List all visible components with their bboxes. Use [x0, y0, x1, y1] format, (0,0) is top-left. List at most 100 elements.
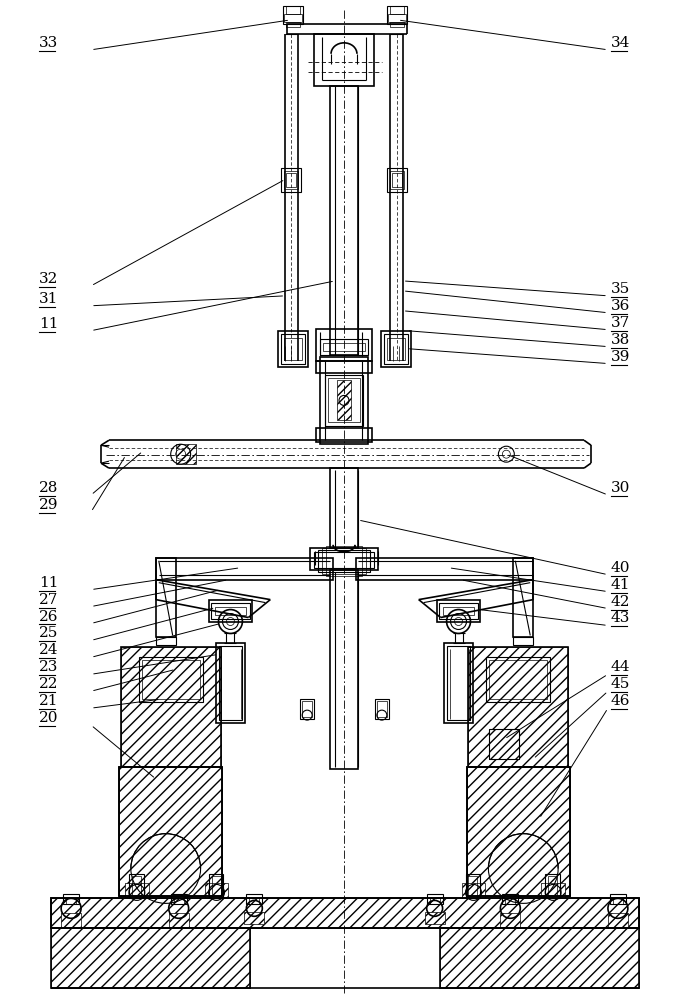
Bar — [286, 22, 300, 27]
Text: 40: 40 — [611, 561, 630, 575]
Bar — [439, 603, 478, 619]
Bar — [322, 548, 366, 574]
Bar — [489, 729, 520, 759]
Bar — [247, 894, 263, 904]
Bar — [286, 173, 296, 187]
Bar — [249, 898, 259, 904]
Bar — [610, 894, 626, 904]
Bar — [440, 928, 639, 988]
Bar — [437, 600, 480, 622]
Bar — [300, 699, 314, 719]
Bar — [66, 898, 76, 904]
Bar — [285, 14, 302, 22]
Bar — [125, 883, 149, 898]
Bar — [390, 22, 404, 27]
Bar — [469, 647, 568, 767]
Bar — [214, 607, 247, 615]
Bar — [502, 894, 518, 904]
Bar — [548, 876, 557, 896]
Text: 41: 41 — [611, 578, 630, 592]
Bar — [119, 767, 223, 896]
Text: 26: 26 — [39, 610, 59, 624]
Text: 38: 38 — [611, 333, 630, 347]
Bar — [285, 171, 298, 189]
Bar — [444, 643, 473, 723]
Bar — [330, 570, 358, 769]
Bar — [176, 444, 196, 464]
Text: 25: 25 — [39, 626, 59, 640]
Bar — [541, 883, 565, 898]
Text: 42: 42 — [611, 595, 630, 609]
Bar — [121, 647, 220, 767]
Bar — [132, 876, 141, 896]
Text: 36: 36 — [611, 299, 630, 313]
Bar — [216, 643, 245, 723]
Bar — [387, 338, 404, 360]
Bar — [326, 546, 362, 576]
Bar — [356, 558, 533, 580]
Bar — [388, 14, 406, 22]
Bar — [310, 548, 378, 570]
Bar — [281, 168, 301, 192]
Text: 24: 24 — [39, 643, 59, 657]
Text: 43: 43 — [611, 611, 630, 625]
Text: 22: 22 — [39, 677, 59, 691]
Bar — [323, 343, 365, 351]
Text: 30: 30 — [611, 481, 630, 495]
Bar — [283, 6, 303, 24]
Bar — [316, 329, 372, 361]
Bar — [513, 637, 533, 645]
Bar — [387, 6, 407, 24]
Text: 44: 44 — [611, 660, 630, 674]
Bar — [156, 637, 176, 645]
Bar — [330, 468, 358, 548]
Bar — [51, 928, 250, 988]
Bar — [169, 913, 189, 928]
Text: 37: 37 — [611, 316, 630, 330]
Bar — [325, 375, 363, 426]
Bar — [500, 913, 520, 928]
Text: 11: 11 — [39, 317, 59, 331]
Bar — [316, 428, 372, 442]
Bar — [156, 558, 333, 580]
Bar — [318, 550, 370, 572]
Bar — [328, 378, 360, 422]
Bar — [375, 699, 389, 719]
Text: 20: 20 — [39, 711, 59, 725]
Bar — [285, 338, 302, 360]
Text: 31: 31 — [39, 292, 59, 306]
Bar — [430, 898, 440, 904]
Text: 29: 29 — [39, 498, 59, 512]
Bar — [489, 660, 547, 699]
Bar — [462, 883, 486, 898]
Bar — [314, 552, 374, 568]
Bar — [390, 171, 404, 189]
Text: 23: 23 — [39, 660, 59, 674]
Bar — [281, 334, 305, 364]
Bar — [390, 6, 404, 14]
Bar — [51, 928, 250, 988]
Bar — [446, 646, 471, 720]
Bar — [209, 600, 252, 622]
Bar — [245, 912, 265, 924]
Bar — [424, 912, 444, 924]
Bar — [545, 874, 560, 898]
Bar — [119, 767, 223, 896]
Bar — [377, 701, 387, 717]
Text: 45: 45 — [611, 677, 630, 691]
Bar — [119, 767, 223, 896]
Bar — [381, 331, 411, 367]
Bar — [337, 380, 351, 420]
Bar — [218, 646, 243, 720]
Bar — [466, 874, 480, 898]
Bar — [302, 701, 312, 717]
Bar — [278, 331, 308, 367]
Bar — [442, 607, 475, 615]
Text: 34: 34 — [611, 36, 630, 50]
Text: 28: 28 — [39, 481, 59, 495]
Bar — [613, 898, 623, 904]
Bar — [440, 928, 639, 988]
Bar — [387, 168, 407, 192]
Text: 46: 46 — [611, 694, 630, 708]
Bar — [392, 173, 402, 187]
